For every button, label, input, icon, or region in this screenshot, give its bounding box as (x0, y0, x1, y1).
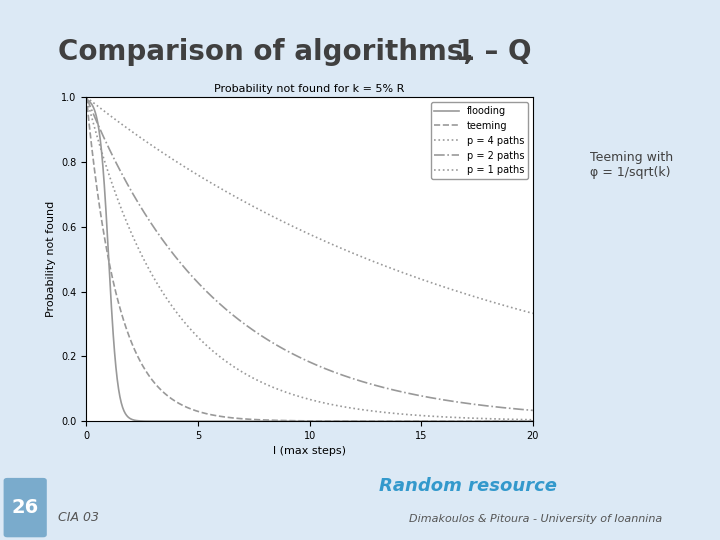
Bar (0, 0, 47, 540)
p = 4 paths (528, 416, 537, 423)
teeming (127, 340, 136, 347)
p = 2 paths (438, 396, 447, 403)
Title: Probability not found for k = 5% R: Probability not found for k = 5% R (215, 84, 405, 93)
p = 2 paths (263, 336, 271, 342)
teeming (430, 418, 438, 424)
p = 2 paths (389, 387, 397, 393)
p = 1 paths (430, 281, 438, 287)
p = 4 paths (430, 413, 438, 420)
p = 2 paths (82, 94, 91, 100)
p = 1 paths (389, 266, 397, 272)
Legend: flooding, teeming, p = 4 paths, p = 2 paths, p = 1 paths: flooding, teeming, p = 4 paths, p = 2 pa… (431, 102, 528, 179)
p = 4 paths (279, 388, 287, 394)
teeming (438, 418, 447, 424)
teeming (389, 418, 397, 424)
Text: 26: 26 (12, 498, 39, 517)
Line: p = 4 paths: p = 4 paths (86, 97, 533, 420)
p = 1 paths (82, 94, 91, 100)
p = 1 paths (263, 210, 271, 217)
flooding (438, 418, 447, 424)
p = 2 paths (528, 407, 537, 414)
flooding (279, 418, 287, 424)
X-axis label: l (max steps): l (max steps) (273, 447, 346, 456)
teeming (528, 418, 537, 424)
teeming (263, 417, 271, 423)
teeming (82, 94, 91, 100)
Text: 1 – Q: 1 – Q (446, 38, 532, 66)
Text: Comparison of algorithms,: Comparison of algorithms, (58, 38, 474, 66)
FancyBboxPatch shape (4, 478, 47, 537)
teeming (279, 417, 287, 424)
p = 4 paths (263, 381, 271, 388)
flooding (82, 96, 91, 103)
p = 4 paths (438, 414, 447, 420)
p = 1 paths (528, 310, 537, 316)
Text: Dimakoulos & Pitoura - University of Ioannina: Dimakoulos & Pitoura - University of Ioa… (409, 514, 662, 524)
Line: flooding: flooding (86, 99, 533, 421)
Line: teeming: teeming (86, 97, 533, 421)
p = 2 paths (430, 395, 438, 402)
p = 1 paths (438, 284, 447, 290)
flooding (389, 418, 397, 424)
Text: 26: 26 (6, 481, 37, 501)
p = 2 paths (279, 346, 287, 352)
Text: Random resource: Random resource (379, 477, 557, 495)
p = 1 paths (127, 129, 136, 135)
Line: p = 2 paths: p = 2 paths (86, 97, 533, 410)
p = 1 paths (279, 218, 287, 225)
flooding (263, 418, 271, 424)
flooding (528, 418, 537, 424)
Text: Teeming with
φ = 1/sqrt(k): Teeming with φ = 1/sqrt(k) (590, 151, 673, 179)
p = 4 paths (82, 94, 91, 100)
p = 4 paths (127, 231, 136, 238)
flooding (430, 418, 438, 424)
p = 4 paths (389, 410, 397, 416)
Y-axis label: Probability not found: Probability not found (46, 201, 55, 318)
Text: CIA 03: CIA 03 (58, 511, 99, 524)
Line: p = 1 paths: p = 1 paths (86, 97, 533, 313)
flooding (127, 416, 136, 423)
p = 2 paths (127, 189, 136, 195)
